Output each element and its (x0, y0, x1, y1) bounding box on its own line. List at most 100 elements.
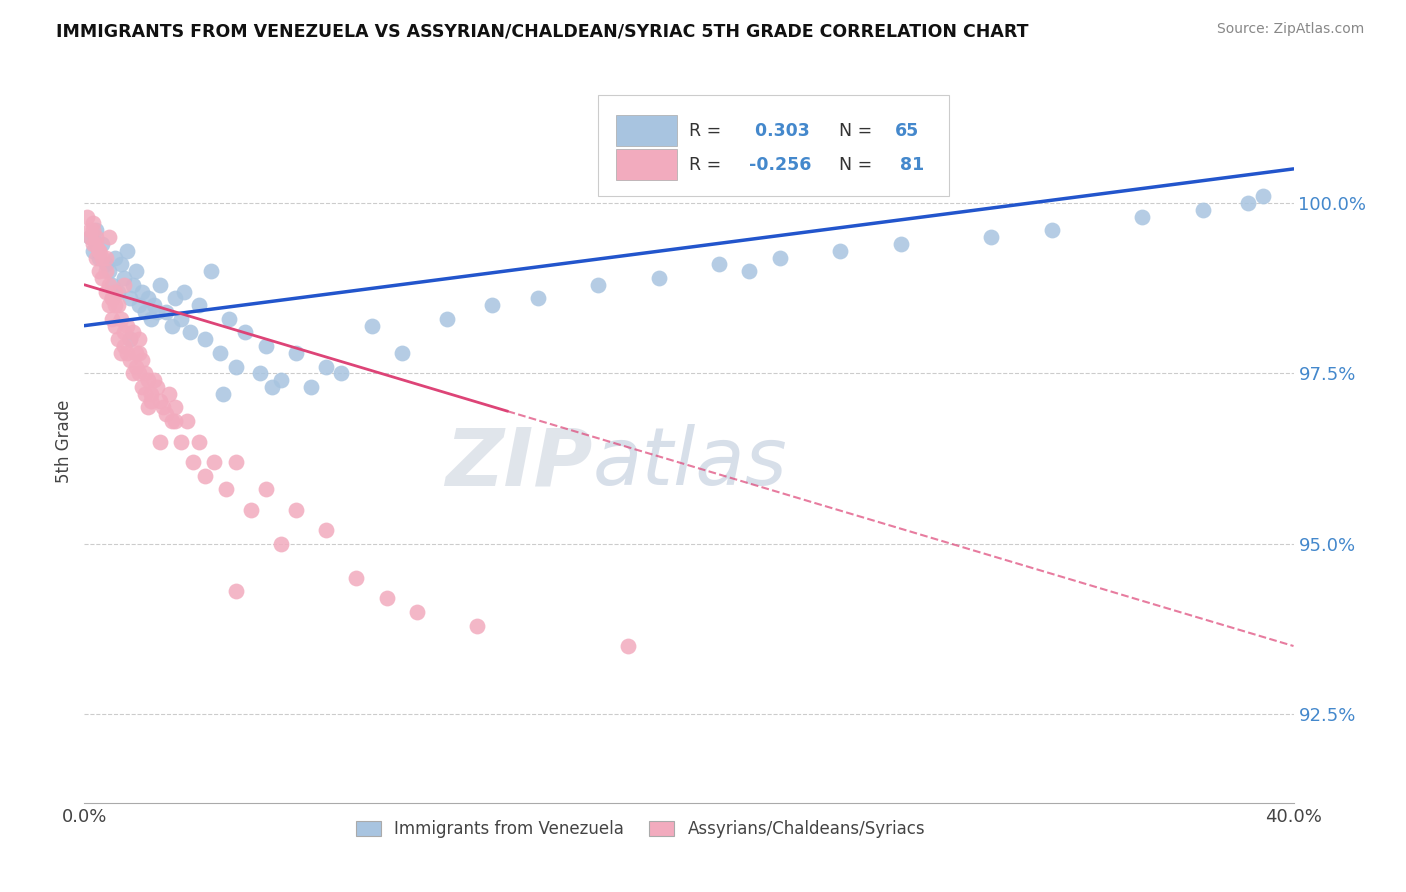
Point (94, 257, 117, 271)
Point (527, 292, 550, 306)
Point (94, 251, 117, 265)
Point (165, 401, 187, 415)
Point (76, 210, 98, 224)
Point (225, 359, 247, 374)
Point (104, 318, 127, 333)
Point (89, 244, 111, 258)
Point (165, 292, 187, 306)
Point (233, 326, 256, 340)
Point (202, 455, 225, 469)
Point (330, 367, 353, 381)
Point (617, 639, 640, 653)
Point (218, 311, 240, 326)
Point (139, 393, 162, 408)
Point (436, 311, 458, 326)
Text: 65: 65 (894, 122, 918, 140)
Point (1132, 210, 1154, 224)
Text: -0.256: -0.256 (749, 156, 811, 174)
Text: R =: R = (689, 122, 727, 140)
Point (179, 326, 201, 340)
Point (155, 305, 177, 319)
Point (315, 359, 337, 374)
Point (110, 311, 132, 326)
Point (588, 277, 610, 292)
Point (249, 367, 271, 381)
Point (160, 414, 183, 428)
Point (467, 618, 489, 632)
Point (648, 271, 671, 285)
Point (200, 264, 222, 278)
Point (1192, 202, 1215, 217)
Point (118, 352, 141, 367)
Point (481, 298, 503, 312)
Point (121, 326, 143, 340)
Point (112, 339, 135, 353)
FancyBboxPatch shape (616, 115, 676, 146)
Point (91, 271, 114, 285)
Point (285, 502, 308, 516)
Point (769, 251, 792, 265)
Point (315, 523, 337, 537)
Point (1040, 223, 1063, 237)
Point (128, 367, 150, 381)
Point (82, 216, 104, 230)
Point (82, 223, 104, 237)
Point (142, 373, 165, 387)
Point (136, 373, 159, 387)
Point (239, 502, 262, 516)
Point (121, 277, 143, 292)
Text: atlas: atlas (592, 425, 787, 502)
Point (125, 264, 148, 278)
Point (89, 264, 111, 278)
Point (173, 285, 195, 299)
Point (128, 298, 150, 312)
Point (82, 244, 104, 258)
Point (170, 434, 193, 449)
Text: ZIP: ZIP (444, 425, 592, 502)
Point (100, 292, 122, 306)
Point (260, 380, 283, 394)
Point (112, 277, 135, 292)
FancyBboxPatch shape (599, 95, 949, 196)
Point (225, 455, 247, 469)
Point (155, 407, 177, 421)
Point (79, 230, 101, 244)
Point (94, 264, 117, 278)
Point (830, 244, 852, 258)
Point (194, 468, 217, 483)
Point (209, 346, 232, 360)
Point (97, 264, 120, 278)
Point (97, 298, 120, 312)
Point (100, 311, 122, 326)
Point (134, 387, 156, 401)
Point (406, 605, 429, 619)
Point (181, 455, 204, 469)
Point (212, 387, 235, 401)
Point (270, 537, 292, 551)
Point (170, 311, 193, 326)
Point (139, 311, 162, 326)
Text: 81: 81 (894, 156, 925, 174)
Text: N =: N = (828, 122, 877, 140)
Point (89, 244, 111, 258)
Point (254, 482, 277, 496)
Point (299, 380, 322, 394)
Point (225, 584, 247, 599)
Point (104, 298, 127, 312)
Point (118, 332, 141, 346)
Point (110, 257, 132, 271)
Point (115, 318, 138, 333)
Point (94, 285, 117, 299)
Point (100, 277, 122, 292)
Point (391, 346, 413, 360)
Point (128, 346, 150, 360)
Point (149, 393, 172, 408)
Text: 0.303: 0.303 (749, 122, 810, 140)
Point (188, 298, 211, 312)
Point (115, 346, 138, 360)
Point (188, 434, 211, 449)
Y-axis label: 5th Grade: 5th Grade (55, 400, 73, 483)
Point (136, 401, 159, 415)
Point (152, 401, 174, 415)
Point (82, 236, 104, 251)
